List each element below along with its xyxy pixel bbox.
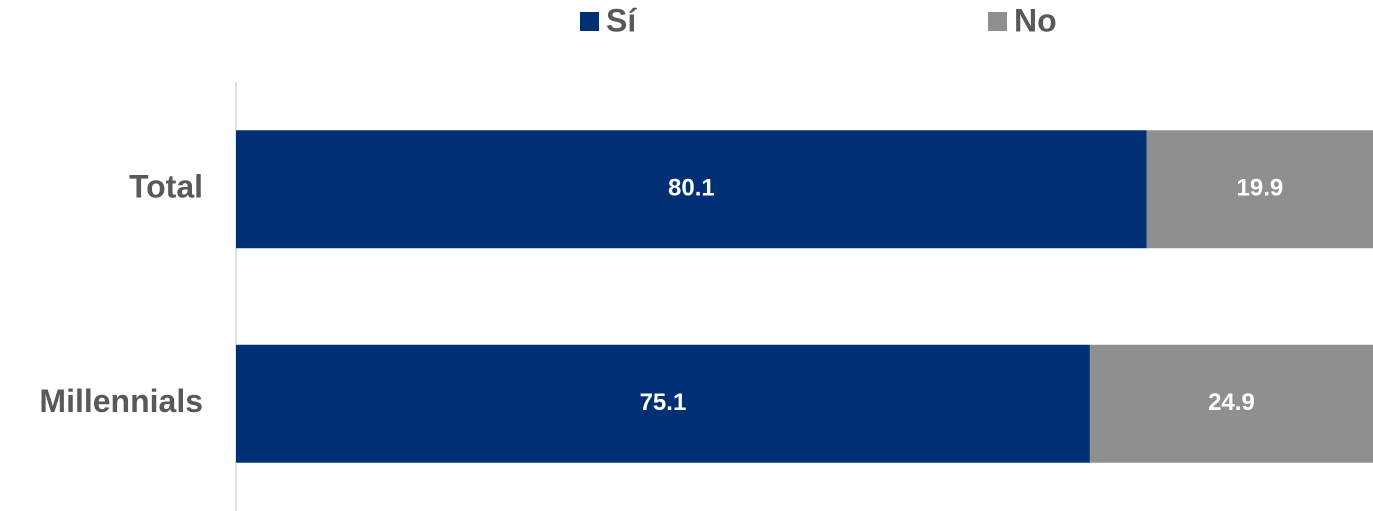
bar-segment <box>1146 130 1373 249</box>
bar-segment <box>1089 344 1373 463</box>
bar-segment <box>236 344 1090 463</box>
y-tick-label: Millennials <box>39 383 203 419</box>
legend-label: No <box>1014 2 1057 38</box>
value-label: 24.9 <box>1208 389 1255 416</box>
y-tick-label: Total <box>129 169 203 205</box>
legend-label: Sí <box>606 2 637 38</box>
value-label: 80.1 <box>668 175 715 202</box>
legend-swatch <box>580 12 599 31</box>
value-label: 75.1 <box>640 389 687 416</box>
bar-segment <box>236 130 1147 249</box>
value-label: 19.9 <box>1237 175 1284 202</box>
legend-swatch <box>988 12 1007 31</box>
